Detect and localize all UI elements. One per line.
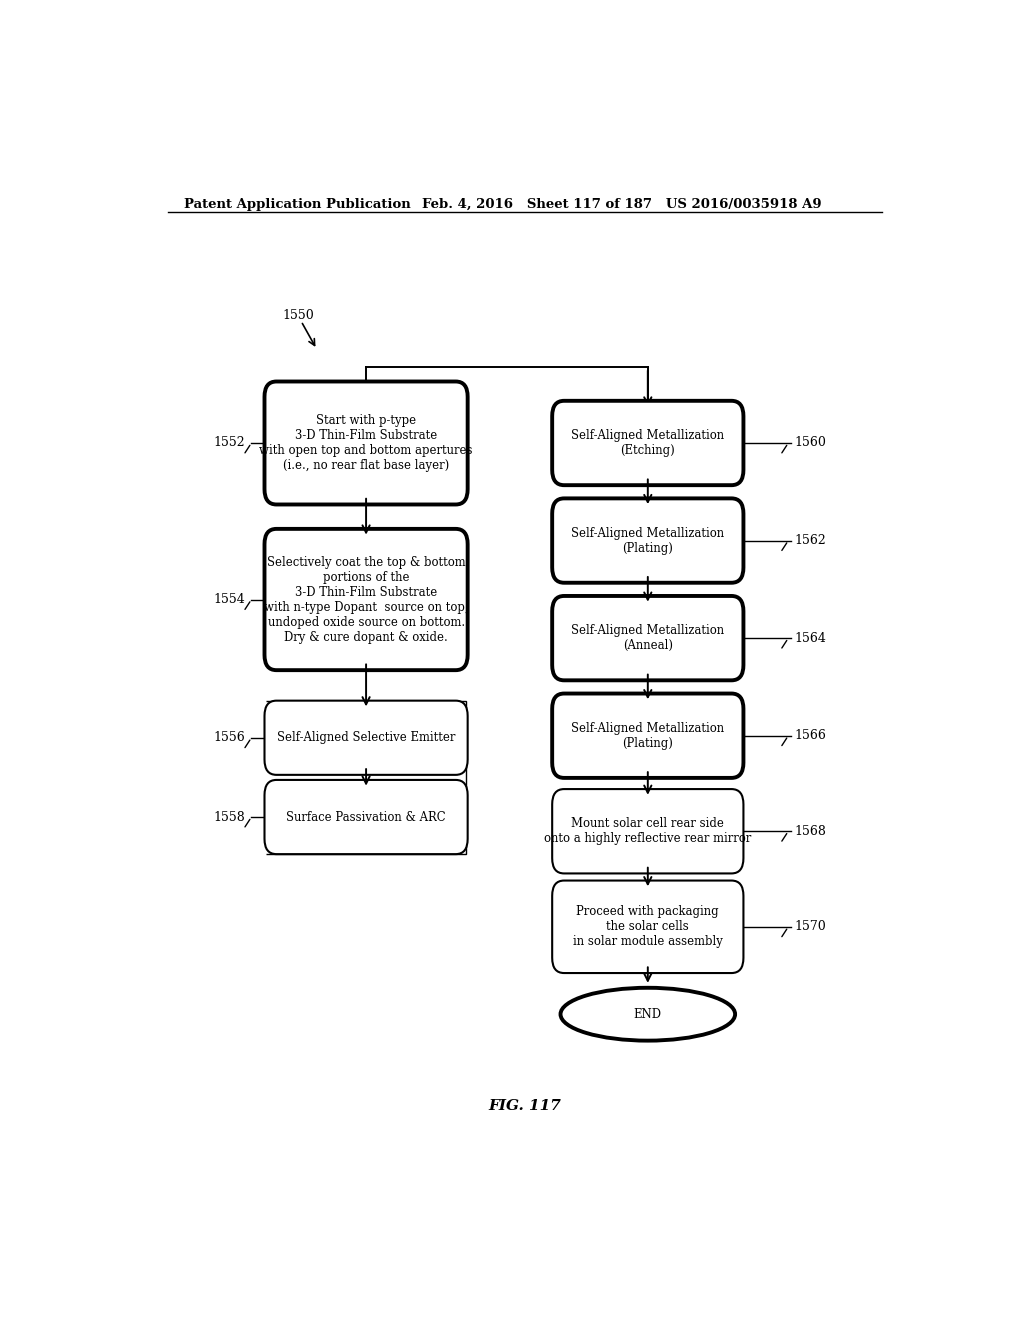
FancyBboxPatch shape (264, 381, 468, 504)
Text: 1566: 1566 (795, 729, 826, 742)
Text: 1556: 1556 (213, 731, 245, 744)
FancyBboxPatch shape (552, 789, 743, 874)
Text: END: END (634, 1007, 662, 1020)
Text: Start with p-type
3-D Thin-Film Substrate
with open top and bottom apertures
(i.: Start with p-type 3-D Thin-Film Substrat… (259, 414, 473, 473)
Text: Self-Aligned Selective Emitter: Self-Aligned Selective Emitter (276, 731, 456, 744)
Text: Self-Aligned Metallization
(Plating): Self-Aligned Metallization (Plating) (571, 527, 724, 554)
Text: FIG. 117: FIG. 117 (488, 1098, 561, 1113)
Text: 1564: 1564 (795, 632, 826, 644)
Text: Surface Passivation & ARC: Surface Passivation & ARC (287, 810, 445, 824)
FancyBboxPatch shape (264, 780, 468, 854)
Text: Selectively coat the top & bottom
portions of the
3-D Thin-Film Substrate
with n: Selectively coat the top & bottom portio… (264, 556, 468, 644)
FancyBboxPatch shape (552, 401, 743, 486)
Text: Feb. 4, 2016   Sheet 117 of 187   US 2016/0035918 A9: Feb. 4, 2016 Sheet 117 of 187 US 2016/00… (422, 198, 821, 211)
Text: Self-Aligned Metallization
(Etching): Self-Aligned Metallization (Etching) (571, 429, 724, 457)
FancyBboxPatch shape (552, 693, 743, 777)
FancyBboxPatch shape (264, 701, 468, 775)
Text: Patent Application Publication: Patent Application Publication (183, 198, 411, 211)
Text: Self-Aligned Metallization
(Anneal): Self-Aligned Metallization (Anneal) (571, 624, 724, 652)
Text: 1550: 1550 (283, 309, 314, 322)
Text: 1562: 1562 (795, 535, 826, 546)
Text: 1570: 1570 (795, 920, 826, 933)
FancyBboxPatch shape (552, 880, 743, 973)
FancyBboxPatch shape (552, 499, 743, 582)
Text: 1552: 1552 (213, 437, 245, 450)
Text: 1558: 1558 (213, 810, 245, 824)
Text: Mount solar cell rear side
onto a highly reflective rear mirror: Mount solar cell rear side onto a highly… (544, 817, 752, 845)
Text: 1568: 1568 (795, 825, 826, 838)
FancyBboxPatch shape (264, 529, 468, 671)
Ellipse shape (560, 987, 735, 1040)
Text: 1554: 1554 (213, 593, 245, 606)
FancyBboxPatch shape (552, 595, 743, 680)
Text: 1560: 1560 (795, 437, 826, 450)
Text: Proceed with packaging
the solar cells
in solar module assembly: Proceed with packaging the solar cells i… (572, 906, 723, 948)
Text: Self-Aligned Metallization
(Plating): Self-Aligned Metallization (Plating) (571, 722, 724, 750)
